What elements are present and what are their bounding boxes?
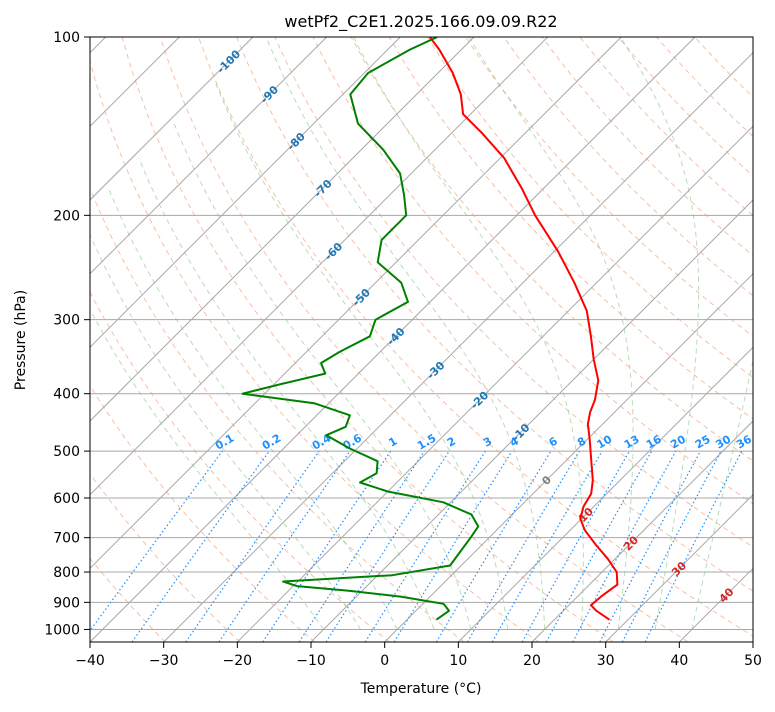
y-tick-label: 900 [53,595,80,611]
x-tick-label: 30 [597,653,615,669]
x-tick-label: −20 [223,653,253,669]
x-tick-label: 50 [744,653,762,669]
chart-title: wetPf2_C2E1.2025.166.09.09.R22 [284,12,557,32]
x-axis-title: Temperature (°C) [360,681,482,697]
y-tick-label: 200 [53,208,80,224]
x-tick-label: −30 [149,653,179,669]
x-tick-label: −10 [296,653,326,669]
y-tick-label: 500 [53,444,80,460]
y-tick-label: 800 [53,565,80,581]
y-tick-label: 600 [53,491,80,507]
x-tick-label: 20 [523,653,541,669]
x-tick-label: −40 [75,653,105,669]
x-tick-label: 0 [380,653,389,669]
y-tick-label: 100 [53,30,80,46]
y-tick-label: 1000 [44,622,80,638]
y-tick-label: 400 [53,387,80,403]
x-tick-label: 40 [670,653,688,669]
x-tick-label: 10 [449,653,467,669]
y-tick-label: 300 [53,313,80,329]
y-axis-title: Pressure (hPa) [13,290,29,390]
y-tick-label: 700 [53,531,80,547]
